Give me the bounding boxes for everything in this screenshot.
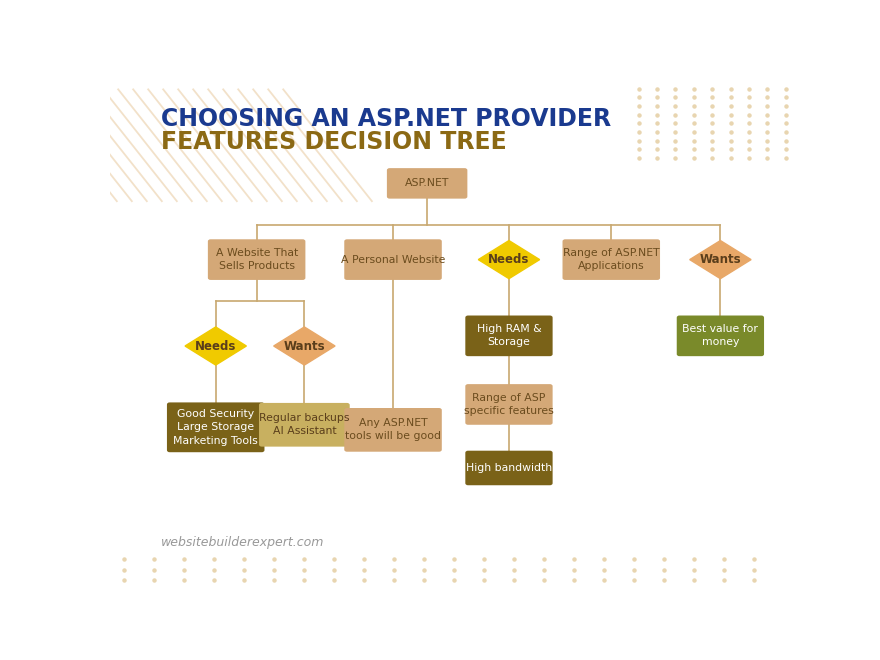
Text: ASP.NET: ASP.NET (405, 178, 450, 188)
Text: Good Security
Large Storage
Marketing Tools: Good Security Large Storage Marketing To… (173, 409, 258, 446)
Text: Wants: Wants (700, 253, 741, 266)
Text: Wants: Wants (283, 339, 326, 352)
Polygon shape (274, 327, 335, 365)
Text: Needs: Needs (195, 339, 237, 352)
FancyBboxPatch shape (167, 403, 265, 452)
Text: FEATURES DECISION TREE: FEATURES DECISION TREE (161, 130, 507, 154)
Text: High bandwidth: High bandwidth (466, 463, 552, 473)
Text: A Website That
Sells Products: A Website That Sells Products (216, 248, 297, 271)
FancyBboxPatch shape (466, 384, 553, 425)
FancyBboxPatch shape (259, 403, 349, 447)
Text: Any ASP.NET
tools will be good: Any ASP.NET tools will be good (345, 418, 441, 442)
FancyBboxPatch shape (344, 240, 442, 280)
FancyBboxPatch shape (466, 451, 553, 485)
FancyBboxPatch shape (466, 315, 553, 356)
Polygon shape (479, 240, 539, 279)
FancyBboxPatch shape (208, 240, 305, 280)
Text: Range of ASP
specific features: Range of ASP specific features (464, 393, 554, 416)
Text: Regular backups
AI Assistant: Regular backups AI Assistant (259, 413, 349, 436)
FancyBboxPatch shape (562, 240, 660, 280)
FancyBboxPatch shape (677, 315, 764, 356)
FancyBboxPatch shape (344, 408, 442, 451)
Text: Range of ASP.NET
Applications: Range of ASP.NET Applications (563, 248, 660, 271)
Text: Best value for
money: Best value for money (683, 324, 759, 347)
Text: Needs: Needs (488, 253, 530, 266)
FancyBboxPatch shape (387, 168, 467, 199)
Text: websitebuilderexpert.com: websitebuilderexpert.com (161, 537, 325, 549)
Text: CHOOSING AN ASP.NET PROVIDER: CHOOSING AN ASP.NET PROVIDER (161, 107, 612, 131)
Polygon shape (185, 327, 246, 365)
Text: High RAM &
Storage: High RAM & Storage (477, 324, 541, 347)
Polygon shape (690, 240, 752, 279)
Text: A Personal Website: A Personal Website (341, 255, 445, 265)
